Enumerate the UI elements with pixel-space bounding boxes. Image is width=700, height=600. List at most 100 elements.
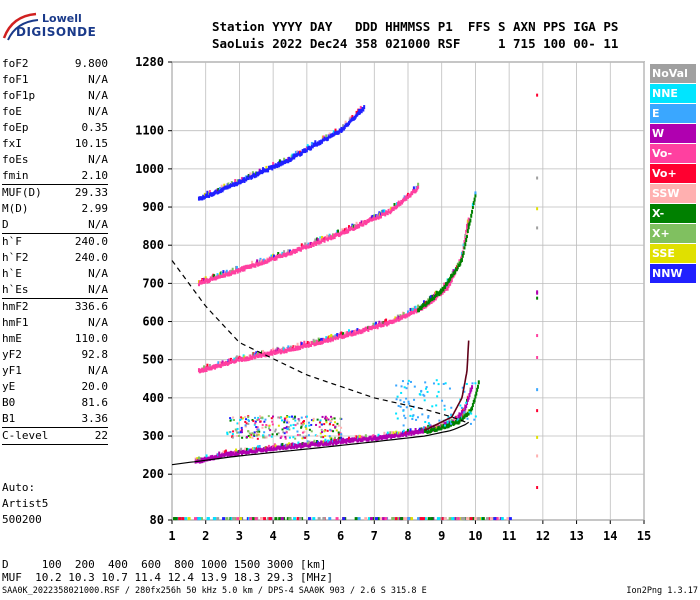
echo-mark [263,436,266,439]
echo-mark [224,449,227,453]
echo-mark [285,431,288,434]
echo-mark [181,517,185,521]
echo-mark [288,517,292,521]
echo-mark [414,428,417,432]
echo-mark [358,434,361,438]
echo-mark [274,517,278,521]
echo-mark [285,416,288,419]
echo-mark [495,517,499,521]
echo-mark [283,250,286,254]
echo-mark [459,404,462,407]
param-row: foE N/A [2,104,108,120]
echo-mark [257,418,260,421]
echo-mark [417,304,420,308]
echo-mark [251,432,254,435]
echo-mark [318,421,321,424]
echo-mark [258,430,261,433]
echo-mark [280,435,283,438]
echo-mark [536,207,539,211]
param-value: N/A [88,153,108,166]
echo-mark [390,431,393,435]
echo-mark [220,184,223,188]
param-label: yE [2,380,16,393]
x-tick-label: 11 [502,529,516,543]
footer-version: Ion2Png 1.3.17 [626,586,698,596]
param-value: N/A [88,73,108,86]
echo-mark [374,321,377,325]
echo-mark [342,124,345,128]
echo-mark [208,190,211,194]
echo-mark [446,286,449,291]
echo-mark [325,134,328,138]
echo-mark [233,419,236,422]
echo-mark [396,417,399,420]
echo-mark [473,418,476,421]
echo-mark [328,435,331,438]
echo-mark [408,402,411,405]
echo-mark [308,440,311,444]
echo-mark [255,426,258,429]
echo-mark [428,427,431,431]
echo-mark [206,363,209,367]
echo-mark [338,436,341,439]
echo-mark [204,276,207,280]
echo-mark [299,346,302,351]
param-row: hmE 110.0 [2,331,108,347]
echo-mark [467,411,470,416]
echo-mark [348,436,350,440]
echo-mark [225,269,228,273]
echo-mark [448,418,451,422]
parameter-table: foF2 9.800 foF1 N/A foF1p N/A foE N/A foEp 0.35 fx… [2,56,108,445]
legend-item: SSW [650,184,696,203]
echo-mark [330,418,333,421]
echo-mark [396,517,400,521]
echo-mark [258,444,261,448]
param-label: h`F2 [2,251,29,264]
echo-mark [448,387,451,390]
echo-mark [463,240,466,245]
x-tick-label: 2 [202,529,209,543]
echo-mark [418,427,421,431]
echo-mark [405,406,408,409]
echo-mark [304,424,307,427]
echo-mark [276,433,279,436]
footer-bar: SAA0K_2022358021000.RSF / 280fx256h 50 k… [2,586,698,596]
echo-mark [417,182,420,186]
param-row: yF2 92.8 [2,347,108,363]
echo-mark [364,517,368,521]
x-tick-label: 8 [404,529,411,543]
echo-mark [427,517,431,521]
echo-mark [225,517,229,521]
echo-mark [316,238,319,242]
echo-mark [403,386,406,389]
echo-mark [416,416,419,419]
echo-mark [465,229,468,234]
param-row: h`Es N/A [2,282,108,298]
echo-mark [257,416,260,419]
echo-mark [277,432,280,435]
echo-mark [229,417,232,420]
echo-mark [437,390,440,393]
echo-mark [333,437,336,441]
param-label: foF1 [2,73,29,86]
echo-mark [536,93,539,97]
echo-mark [447,416,450,419]
echo-mark [328,132,331,136]
echo-mark [448,517,452,521]
echo-mark [322,135,325,139]
echo-mark [300,151,303,156]
echo-mark [260,259,263,263]
polarization-legend: NoVal NNE E W Vo- Vo+ SSW X- X+ SSE NNW [650,64,696,284]
echo-mark [256,426,259,429]
echo-mark [423,300,426,304]
echo-mark [294,150,297,154]
echo-mark [442,382,445,385]
echo-mark [291,442,294,446]
echo-mark [310,419,313,422]
echo-mark [402,424,405,427]
echo-mark [362,107,365,112]
echo-mark [187,517,191,521]
param-row: MUF(D) 29.33 [2,185,108,201]
echo-mark [268,434,271,437]
